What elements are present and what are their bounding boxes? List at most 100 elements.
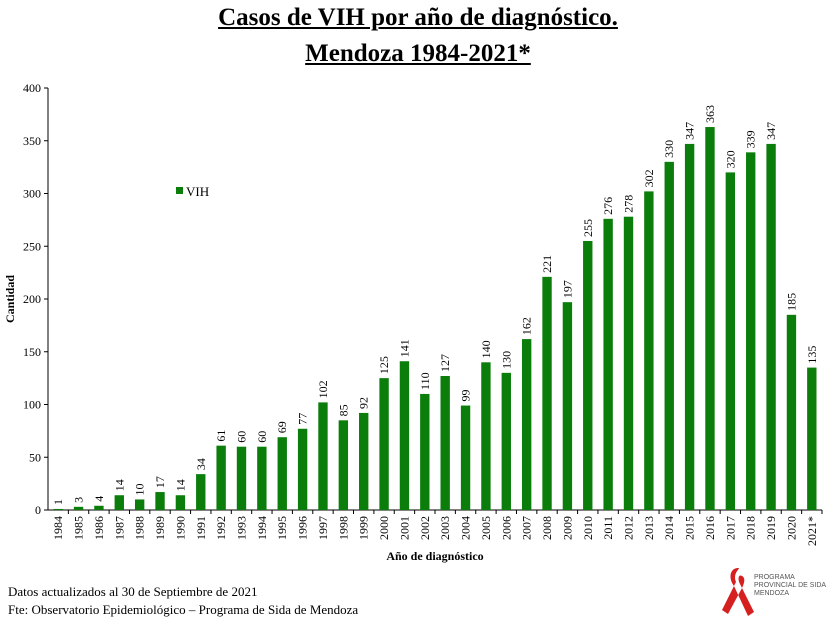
legend-label: VIH: [186, 184, 209, 199]
chart-legend: VIH: [176, 184, 209, 199]
data-label: 17: [153, 476, 167, 488]
bar: [460, 405, 471, 510]
data-label: 14: [173, 479, 187, 491]
bar: [338, 420, 349, 510]
data-label: 60: [255, 431, 269, 443]
chart-data-labels: 1 3 4 14 10 17 14 34 61 60 60 69 77 102 85 92 125 141 110 1…: [51, 105, 819, 505]
bar: [725, 172, 736, 510]
footer-update-note: Datos actualizados al 30 de Septiembre d…: [8, 584, 258, 599]
x-tick-label: 2001: [397, 516, 411, 540]
bar: [623, 216, 634, 510]
chart-tick-labels: 0 50 100 150 200 250 300 350 400 1984 1985 1986 1987…: [23, 81, 819, 546]
data-label: 85: [336, 404, 350, 416]
bar: [114, 495, 124, 510]
program-logo: PROGRAMA PROVINCIAL DE SIDA MENDOZA: [718, 562, 830, 620]
logo-text-line1: PROGRAMA: [754, 574, 795, 581]
chart-bars: [53, 127, 817, 511]
bar: [73, 506, 84, 510]
bar: [562, 302, 573, 510]
y-tick-label: 300: [23, 187, 41, 201]
x-tick-label: 2017: [723, 516, 737, 540]
data-label: 127: [438, 354, 452, 372]
x-tick-label: 2015: [683, 516, 697, 540]
x-tick-label: 2011: [601, 516, 615, 540]
data-label: 34: [194, 458, 208, 470]
bar: [379, 378, 389, 510]
y-tick-label: 200: [23, 292, 41, 306]
bar: [94, 505, 104, 510]
x-tick-label: 2013: [642, 516, 656, 540]
data-label: 69: [275, 421, 289, 433]
data-label: 162: [520, 317, 534, 335]
x-tick-label: 2016: [703, 516, 717, 540]
data-label: 339: [744, 130, 758, 148]
data-label: 1: [51, 499, 65, 505]
x-tick-label: 2021*: [805, 516, 819, 546]
x-tick-label: 1991: [194, 516, 208, 540]
data-label: 141: [397, 339, 411, 357]
y-tick-label: 100: [23, 398, 41, 412]
x-tick-label: 2012: [622, 516, 636, 540]
x-tick-label: 1993: [235, 516, 249, 540]
data-label: 135: [805, 346, 819, 364]
data-label: 347: [683, 122, 697, 140]
x-axis-label: Año de diagnóstico: [386, 549, 483, 563]
data-label: 77: [296, 413, 310, 425]
data-label: 102: [316, 380, 330, 398]
data-label: 276: [601, 197, 615, 215]
data-label: 10: [133, 483, 147, 495]
data-label: 330: [662, 140, 676, 158]
x-tick-label: 1997: [316, 516, 330, 540]
x-tick-label: 1986: [92, 516, 106, 540]
data-label: 140: [479, 340, 493, 358]
data-label: 320: [723, 150, 737, 168]
x-tick-label: 2004: [459, 516, 473, 540]
x-tick-label: 1989: [153, 516, 167, 540]
x-tick-label: 2014: [662, 516, 676, 540]
red-ribbon-icon: [722, 568, 754, 616]
x-tick-label: 1992: [214, 516, 228, 540]
bar: [318, 402, 328, 510]
bar: [53, 508, 63, 510]
data-label: 130: [499, 351, 513, 369]
data-label: 92: [357, 397, 371, 409]
bar: [603, 218, 613, 510]
bar: [501, 372, 511, 510]
bar: [684, 143, 695, 511]
bar: [399, 361, 410, 510]
y-tick-label: 400: [23, 81, 41, 95]
bar: [705, 127, 715, 510]
data-label: 4: [92, 496, 106, 502]
x-tick-label: 1988: [133, 516, 147, 540]
data-label: 278: [622, 195, 636, 213]
y-tick-label: 350: [23, 134, 41, 148]
bar: [236, 446, 247, 510]
x-tick-label: 2010: [581, 516, 595, 540]
x-tick-label: 1998: [336, 516, 350, 540]
logo-text-line2: PROVINCIAL DE SIDA: [754, 582, 827, 589]
data-label: 221: [540, 255, 554, 273]
bar: [257, 446, 267, 510]
bar: [359, 412, 369, 510]
x-tick-label: 2019: [764, 516, 778, 540]
data-label: 255: [581, 219, 595, 237]
data-label: 99: [459, 390, 473, 402]
x-tick-label: 1996: [296, 516, 310, 540]
x-tick-label: 1984: [51, 516, 65, 540]
y-axis-label: Cantidad: [3, 275, 17, 323]
y-tick-label: 50: [29, 450, 41, 464]
bar: [786, 314, 797, 510]
chart-title-line2: Mendoza 1984-2021*: [305, 40, 531, 67]
x-tick-label: 2003: [438, 516, 452, 540]
data-label: 3: [72, 497, 86, 503]
data-label: 185: [784, 293, 798, 311]
bar: [644, 191, 654, 510]
bar: [542, 276, 552, 510]
data-label: 363: [703, 105, 717, 123]
bar: [766, 143, 776, 511]
bar: [420, 393, 430, 510]
x-tick-label: 2006: [499, 516, 513, 540]
footer-source-note: Fte: Observatorio Epidemiológico – Progr…: [8, 602, 359, 617]
bar: [664, 161, 674, 510]
bar: [196, 474, 206, 510]
